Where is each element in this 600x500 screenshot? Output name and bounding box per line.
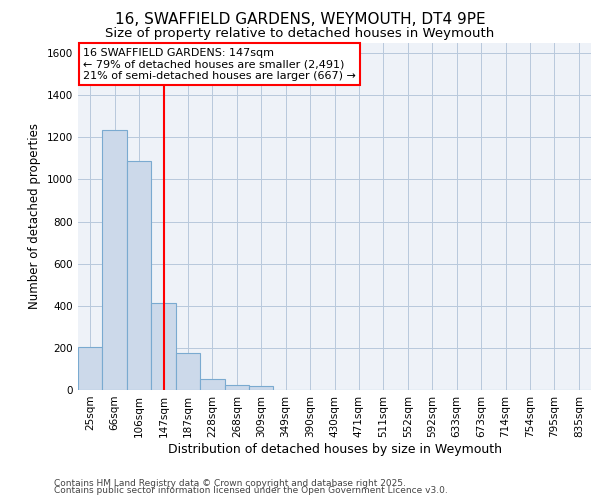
Text: Contains public sector information licensed under the Open Government Licence v3: Contains public sector information licen… xyxy=(54,486,448,495)
Text: 16, SWAFFIELD GARDENS, WEYMOUTH, DT4 9PE: 16, SWAFFIELD GARDENS, WEYMOUTH, DT4 9PE xyxy=(115,12,485,28)
Bar xyxy=(176,353,200,390)
X-axis label: Distribution of detached houses by size in Weymouth: Distribution of detached houses by size … xyxy=(167,442,502,456)
Bar xyxy=(151,302,176,390)
Bar xyxy=(78,347,103,390)
Bar xyxy=(127,162,151,390)
Y-axis label: Number of detached properties: Number of detached properties xyxy=(28,123,41,309)
Text: Size of property relative to detached houses in Weymouth: Size of property relative to detached ho… xyxy=(106,28,494,40)
Bar xyxy=(200,380,224,390)
Text: 16 SWAFFIELD GARDENS: 147sqm
← 79% of detached houses are smaller (2,491)
21% of: 16 SWAFFIELD GARDENS: 147sqm ← 79% of de… xyxy=(83,48,356,81)
Bar xyxy=(249,386,274,390)
Bar xyxy=(103,130,127,390)
Text: Contains HM Land Registry data © Crown copyright and database right 2025.: Contains HM Land Registry data © Crown c… xyxy=(54,478,406,488)
Bar xyxy=(224,384,249,390)
